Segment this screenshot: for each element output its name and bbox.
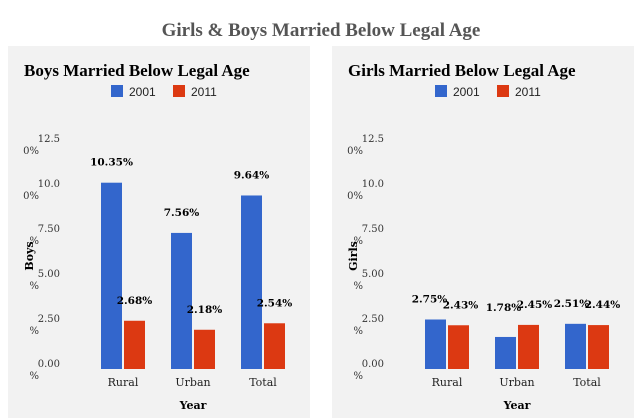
boys-data-label-total-2011: 2.54% bbox=[257, 297, 293, 309]
boys-x-axis-title: Year bbox=[179, 399, 207, 412]
boys-chart-title: Boys Married Below Legal Age bbox=[24, 61, 250, 80]
girls-ytick-label: 10.0 bbox=[362, 179, 384, 190]
boys-data-label-rural-2001: 10.35% bbox=[90, 157, 133, 169]
boys-bar-total-2001 bbox=[241, 195, 262, 369]
boys-data-label-total-2001: 9.64% bbox=[234, 169, 270, 181]
girls-bar-urban-2011 bbox=[518, 324, 539, 369]
boys-data-label-rural-2011: 2.68% bbox=[117, 295, 153, 307]
boys-ytick-unit: % bbox=[29, 326, 39, 337]
boys-ytick-label: 5.00 bbox=[38, 269, 60, 280]
girls-bar-rural-2011 bbox=[448, 325, 469, 369]
boys-bar-rural-2001 bbox=[101, 182, 122, 369]
boys-ytick-label: 2.50 bbox=[38, 314, 60, 325]
girls-data-label-total-2001: 2.51% bbox=[554, 298, 590, 310]
boys-ytick-unit: % bbox=[29, 281, 39, 292]
boys-legend-label-2001: 2001 bbox=[129, 85, 156, 99]
girls-x-axis-title: Year bbox=[503, 399, 531, 412]
girls-ytick-label: 12.5 bbox=[362, 134, 384, 145]
girls-ytick-unit: % bbox=[353, 281, 363, 292]
boys-ytick-unit: % bbox=[29, 371, 39, 382]
girls-chart: Girls Married Below Legal Age 2001 2011 0.0… bbox=[347, 61, 621, 412]
boys-bar-urban-2011 bbox=[194, 329, 215, 369]
girls-data-label-total-2011: 2.44% bbox=[585, 299, 621, 311]
boys-y-axis-title: Boys bbox=[23, 241, 36, 270]
girls-ytick-label: 7.50 bbox=[362, 224, 384, 235]
boys-legend-swatch-2011 bbox=[173, 85, 185, 97]
boys-bar-urban-2001 bbox=[171, 232, 192, 369]
girls-bar-rural-2001 bbox=[425, 319, 446, 369]
girls-bar-total-2011 bbox=[588, 325, 609, 369]
boys-ytick-unit: 0% bbox=[23, 191, 39, 202]
girls-chart-title: Girls Married Below Legal Age bbox=[348, 61, 576, 80]
boys-xtick-label: Total bbox=[249, 376, 277, 389]
girls-ytick-unit: % bbox=[353, 371, 363, 382]
girls-ytick-label: 5.00 bbox=[362, 269, 384, 280]
boys-xtick-label: Rural bbox=[108, 376, 139, 389]
girls-data-label-urban-2001: 1.78% bbox=[486, 302, 522, 314]
boys-xtick-label: Urban bbox=[175, 376, 210, 389]
girls-data-label-rural-2001: 2.75% bbox=[412, 294, 448, 306]
girls-legend-swatch-2011 bbox=[497, 85, 509, 97]
girls-legend-label-2001: 2001 bbox=[453, 85, 480, 99]
girls-legend-label-2011: 2011 bbox=[515, 85, 541, 99]
boys-ytick-label: 0.00 bbox=[38, 359, 60, 370]
boys-bar-total-2011 bbox=[264, 323, 285, 369]
boys-chart: Boys Married Below Legal Age 2001 2011 0.00… bbox=[23, 61, 293, 412]
girls-y-axis-title: Girls bbox=[347, 241, 360, 271]
boys-chart-panel: Boys Married Below Legal Age 2001 2011 0.00… bbox=[8, 46, 310, 418]
girls-bar-total-2001 bbox=[565, 323, 586, 369]
girls-xtick-label: Total bbox=[573, 376, 601, 389]
girls-xtick-label: Rural bbox=[432, 376, 463, 389]
boys-ytick-unit: 0% bbox=[23, 146, 39, 157]
girls-xtick-label: Urban bbox=[499, 376, 534, 389]
boys-ytick-unit: % bbox=[29, 236, 39, 247]
boys-bar-rural-2011 bbox=[124, 320, 145, 369]
boys-ytick-label: 10.0 bbox=[38, 179, 60, 190]
girls-ytick-label: 2.50 bbox=[362, 314, 384, 325]
girls-ytick-unit: % bbox=[353, 326, 363, 337]
boys-legend-swatch-2001 bbox=[111, 85, 123, 97]
girls-ytick-unit: % bbox=[353, 236, 363, 247]
girls-data-label-rural-2011: 2.43% bbox=[443, 299, 479, 311]
boys-ytick-label: 7.50 bbox=[38, 224, 60, 235]
boys-data-label-urban-2011: 2.18% bbox=[187, 304, 223, 316]
girls-ytick-unit: 0% bbox=[347, 191, 363, 202]
girls-legend-swatch-2001 bbox=[435, 85, 447, 97]
girls-bar-urban-2001 bbox=[495, 336, 516, 369]
girls-ytick-unit: 0% bbox=[347, 146, 363, 157]
boys-data-label-urban-2001: 7.56% bbox=[164, 207, 200, 219]
girls-data-label-urban-2011: 2.45% bbox=[517, 299, 553, 311]
boys-legend-label-2011: 2011 bbox=[191, 85, 217, 99]
girls-chart-panel: Girls Married Below Legal Age 2001 2011 0.0… bbox=[332, 46, 634, 418]
girls-ytick-label: 0.00 bbox=[362, 359, 384, 370]
page-title: Girls & Boys Married Below Legal Age bbox=[161, 20, 481, 41]
boys-ytick-label: 12.5 bbox=[38, 134, 60, 145]
